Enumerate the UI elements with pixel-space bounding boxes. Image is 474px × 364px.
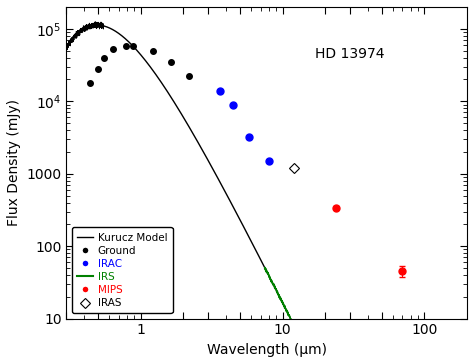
Line: Kurucz Model: Kurucz Model (66, 25, 453, 364)
Kurucz Model (64, 45, 69, 50)
Ground (101, 55, 107, 60)
IRAC (217, 88, 222, 93)
IRS (309, 358, 315, 363)
Kurucz Model (131, 45, 137, 49)
Text: HD 13974: HD 13974 (315, 47, 384, 62)
Ground (95, 67, 101, 71)
Kurucz Model (94, 23, 100, 27)
Kurucz Model (212, 171, 218, 175)
IRAC (246, 135, 252, 139)
Ground (87, 80, 93, 85)
IRAC (230, 102, 236, 107)
Ground (123, 44, 129, 48)
IRS (310, 360, 315, 364)
Ground (150, 48, 156, 53)
Legend: Kurucz Model, Ground, IRAC, IRS, MIPS, IRAS: Kurucz Model, Ground, IRAC, IRS, MIPS, I… (72, 228, 173, 313)
IRS (262, 266, 268, 270)
IRAC (266, 159, 272, 163)
Line: IRS: IRS (265, 268, 363, 364)
Ground (110, 47, 116, 52)
Y-axis label: Flux Density (mJy): Flux Density (mJy) (7, 99, 21, 226)
Line: IRAC: IRAC (216, 87, 272, 165)
IRS (262, 265, 268, 270)
Ground (186, 74, 192, 79)
Kurucz Model (108, 27, 114, 31)
Kurucz Model (229, 202, 235, 206)
Line: Ground: Ground (87, 43, 191, 86)
X-axis label: Wavelength (μm): Wavelength (μm) (207, 343, 327, 357)
Ground (168, 60, 173, 64)
Ground (130, 44, 136, 48)
